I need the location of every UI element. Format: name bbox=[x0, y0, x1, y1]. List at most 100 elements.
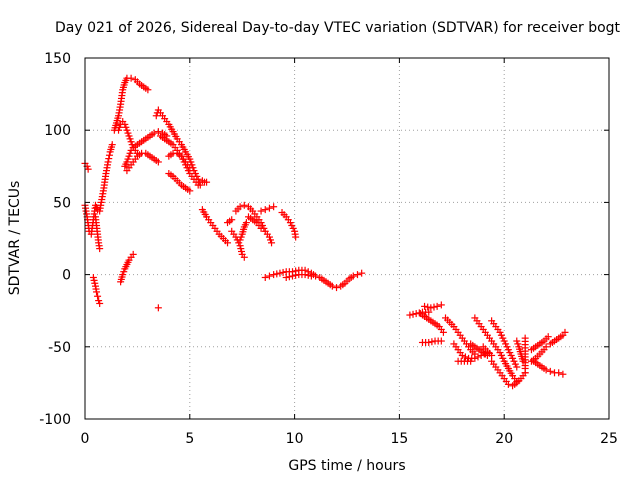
data-point-arc-b bbox=[105, 155, 113, 163]
data-point-arc-ab bbox=[439, 328, 447, 336]
data-point-arc-x bbox=[358, 269, 366, 277]
x-tick-label: 0 bbox=[81, 431, 90, 447]
data-point-arc-g bbox=[154, 128, 162, 136]
data-point-arc-ae bbox=[458, 351, 466, 359]
data-point-arc-aa bbox=[421, 302, 429, 310]
data-point-arc-g bbox=[150, 129, 158, 137]
plot-frame bbox=[84, 57, 610, 420]
data-point-arc-x bbox=[279, 268, 287, 276]
data-point-arc-w bbox=[292, 233, 300, 241]
data-point-arc-ao bbox=[544, 333, 552, 341]
data-point-arc-b bbox=[105, 151, 113, 159]
axis-ticks: 0 5 10 15 20 25 -100 -50 0 50 100 150 bbox=[39, 51, 618, 447]
data-point-arc-x bbox=[270, 271, 278, 279]
data-point-arc-e bbox=[127, 74, 135, 82]
data-point-arc-ac bbox=[425, 338, 433, 346]
data-point-arc-x bbox=[276, 269, 284, 277]
data-point-arc-o bbox=[129, 250, 137, 258]
data-point-arc-aa bbox=[433, 302, 441, 310]
data-point-arc-j bbox=[194, 181, 202, 189]
data-point-arc-aj bbox=[504, 380, 512, 388]
data-point-arc-aa bbox=[427, 304, 435, 312]
data-point-arc-v bbox=[265, 204, 273, 212]
data-point-arc-an bbox=[542, 343, 550, 351]
data-point-arc-aq bbox=[559, 370, 567, 378]
data-point-arc-c bbox=[96, 245, 104, 253]
data-point-arc-ac bbox=[437, 337, 445, 345]
data-point-arc-ae bbox=[471, 354, 479, 362]
x-tick-label: 25 bbox=[600, 431, 618, 447]
data-point-arc-x bbox=[273, 270, 281, 278]
data-point-arc-k bbox=[186, 164, 194, 172]
data-point-arc-h bbox=[154, 158, 162, 166]
data-point-arc-x bbox=[261, 273, 269, 281]
grid bbox=[85, 58, 609, 419]
data-point-arc-r bbox=[240, 253, 248, 261]
y-tick-label: -50 bbox=[48, 340, 71, 356]
data-point-arc-x bbox=[265, 272, 273, 280]
data-point-arc-aq bbox=[546, 367, 554, 375]
data-point-arc-x bbox=[328, 282, 336, 290]
x-tick-label: 20 bbox=[495, 431, 513, 447]
data-point-arc-y bbox=[289, 272, 297, 280]
data-point-arc-z bbox=[409, 310, 417, 318]
data-point-arc-v bbox=[261, 206, 269, 214]
y-axis-title: SDTVAR / TECUs bbox=[7, 181, 23, 296]
data-point-arc-ap bbox=[542, 366, 550, 374]
data-point-arc-t bbox=[242, 219, 250, 227]
data-point-arc-n bbox=[224, 239, 232, 247]
x-tick-label: 15 bbox=[390, 431, 408, 447]
data-point-arc-aa bbox=[430, 303, 438, 311]
data-point-arc-v bbox=[270, 203, 278, 211]
data-point-arc-y bbox=[282, 273, 290, 281]
data-point-arc-ae bbox=[474, 353, 482, 361]
data-point-arc-s bbox=[240, 201, 248, 209]
data-point-arc-y bbox=[301, 271, 309, 279]
data-point-arc-v bbox=[257, 207, 265, 215]
data-point-arc-ai bbox=[513, 363, 521, 371]
data-point-arc-aa bbox=[424, 303, 432, 311]
data-point-arc-a bbox=[84, 165, 92, 173]
data-point-arc-am bbox=[521, 369, 529, 377]
data-point-arc-aq bbox=[555, 369, 563, 377]
data-point-arc-y bbox=[285, 273, 293, 281]
data-point-arc-p bbox=[154, 304, 162, 312]
data-point-arc-s bbox=[236, 203, 244, 211]
data-point-arc-b bbox=[108, 141, 116, 149]
data-point-arc-aa bbox=[437, 301, 445, 309]
data-point-arc-s bbox=[268, 239, 276, 247]
x-axis-title: GPS time / hours bbox=[288, 458, 405, 474]
x-tick-label: 10 bbox=[286, 431, 304, 447]
data-point-arc-ac bbox=[428, 338, 436, 346]
data-points bbox=[81, 74, 569, 390]
data-point-arc-x bbox=[349, 272, 357, 280]
data-point-arc-b bbox=[104, 158, 112, 166]
data-point-arc-y bbox=[304, 271, 312, 279]
y-tick-label: 100 bbox=[44, 123, 71, 139]
y-tick-label: 50 bbox=[53, 195, 71, 211]
data-point-arc-af bbox=[467, 357, 475, 365]
y-tick-label: -100 bbox=[39, 412, 71, 428]
data-point-arc-l bbox=[186, 187, 194, 195]
chart-title: Day 021 of 2026, Sidereal Day-to-day VTE… bbox=[55, 20, 621, 36]
data-point-arc-x bbox=[353, 271, 361, 279]
data-point-arc-z bbox=[425, 308, 433, 316]
data-point-arc-z bbox=[406, 311, 414, 319]
y-tick-label: 150 bbox=[44, 51, 71, 67]
data-point-arc-d bbox=[96, 299, 104, 307]
data-point-arc-x bbox=[333, 284, 341, 292]
data-point-arc-m bbox=[203, 178, 211, 186]
data-point-arc-u bbox=[257, 224, 265, 232]
data-point-arc-q bbox=[228, 216, 236, 224]
y-tick-label: 0 bbox=[62, 268, 71, 284]
data-point-arc-d bbox=[94, 292, 102, 300]
data-point-arc-y bbox=[307, 272, 315, 280]
x-tick-label: 5 bbox=[185, 431, 194, 447]
data-point-arc-ae bbox=[461, 353, 469, 361]
data-point-arc-y bbox=[292, 271, 300, 279]
data-point-arc-ar bbox=[561, 328, 569, 336]
data-point-arc-ak bbox=[488, 351, 496, 359]
data-point-arc-e bbox=[144, 86, 152, 94]
data-point-arc-d bbox=[93, 288, 101, 296]
